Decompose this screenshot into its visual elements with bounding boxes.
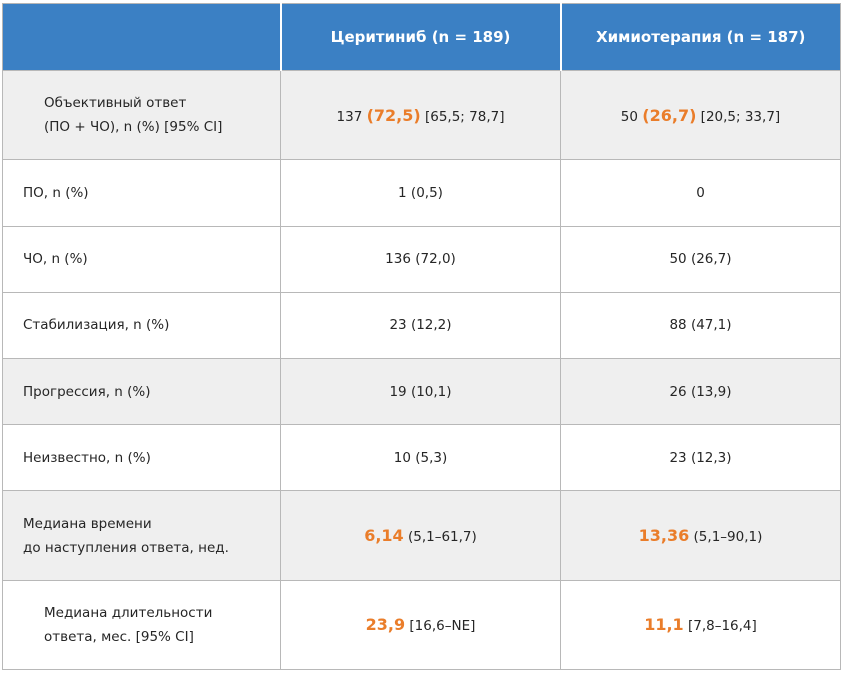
highlight-value: (26,7) xyxy=(642,105,697,125)
highlight-value: (72,5) xyxy=(366,105,421,125)
row-label: ЧО, n (%) xyxy=(2,225,281,293)
ceritinib-value: 10 (5,3) xyxy=(280,424,561,492)
row-complete-response: ПО, n (%) 1 (0,5) 0 xyxy=(2,159,841,227)
chemotherapy-value: 11,1 [7,8–16,4] xyxy=(560,579,841,671)
row-unknown: Неизвестно, n (%) 10 (5,3) 23 (12,3) xyxy=(2,424,841,492)
header-chemotherapy: Химиотерапия (n = 187) xyxy=(559,3,841,71)
header-ceritinib: Церитиниб (n = 189) xyxy=(279,3,562,71)
label-line: (ПО + ЧО), n (%) [95% CI] xyxy=(44,119,223,136)
row-median-duration: Медиана длительности ответа, мес. [95% C… xyxy=(2,579,841,671)
ceritinib-value: 6,14 (5,1–61,7) xyxy=(280,490,561,581)
label-line: до наступления ответа, нед. xyxy=(23,539,229,556)
ceritinib-value: 19 (10,1) xyxy=(280,357,561,426)
row-label: Медиана длительности ответа, мес. [95% C… xyxy=(2,579,281,671)
value-ci: [65,5; 78,7] xyxy=(420,108,505,125)
value-range: [16,6–NE] xyxy=(405,618,476,635)
label-line: Медиана длительности xyxy=(44,604,213,621)
header-empty-cell xyxy=(2,3,282,71)
value-range: [7,8–16,4] xyxy=(683,618,757,635)
chemotherapy-value: 50 (26,7) xyxy=(560,225,841,293)
row-label: ПО, n (%) xyxy=(2,159,281,227)
label-line: Медиана времени xyxy=(23,515,152,532)
chemotherapy-value: 26 (13,9) xyxy=(560,357,841,426)
chemotherapy-value: 88 (47,1) xyxy=(560,291,841,359)
header-row: Церитиниб (n = 189) Химиотерапия (n = 18… xyxy=(2,3,841,71)
highlight-value: 6,14 xyxy=(364,526,404,546)
row-label: Стабилизация, n (%) xyxy=(2,291,281,359)
label-line: Объективный ответ xyxy=(44,95,187,112)
chemotherapy-value: 13,36 (5,1–90,1) xyxy=(560,490,841,581)
results-table: Церитиниб (n = 189) Химиотерапия (n = 18… xyxy=(2,3,841,671)
highlight-value: 23,9 xyxy=(365,615,406,635)
label-line: ответа, мес. [95% CI] xyxy=(44,628,194,645)
row-objective-response: Объективный ответ (ПО + ЧО), n (%) [95% … xyxy=(2,69,841,161)
ceritinib-value: 136 (72,0) xyxy=(280,225,561,293)
ceritinib-value: 23 (12,2) xyxy=(280,291,561,359)
row-stabilization: Стабилизация, n (%) 23 (12,2) 88 (47,1) xyxy=(2,291,841,359)
chemotherapy-value: 0 xyxy=(560,159,841,227)
highlight-value: 13,36 xyxy=(638,526,690,546)
row-partial-response: ЧО, n (%) 136 (72,0) 50 (26,7) xyxy=(2,225,841,293)
ceritinib-value: 137 (72,5) [65,5; 78,7] xyxy=(280,69,561,161)
ceritinib-value: 1 (0,5) xyxy=(280,159,561,227)
value-range: (5,1–61,7) xyxy=(403,529,477,546)
row-label: Неизвестно, n (%) xyxy=(2,424,281,492)
value-range: (5,1–90,1) xyxy=(689,529,763,546)
value-count: 50 xyxy=(620,108,643,125)
chemotherapy-value: 50 (26,7) [20,5; 33,7] xyxy=(560,69,841,161)
row-median-time-to-response: Медиана времени до наступления ответа, н… xyxy=(2,490,841,581)
value-ci: [20,5; 33,7] xyxy=(696,108,781,125)
chemotherapy-value: 23 (12,3) xyxy=(560,424,841,492)
value-count: 137 xyxy=(336,108,367,125)
ceritinib-value: 23,9 [16,6–NE] xyxy=(280,579,561,671)
row-progression: Прогрессия, n (%) 19 (10,1) 26 (13,9) xyxy=(2,357,841,426)
highlight-value: 11,1 xyxy=(644,615,684,635)
row-label: Объективный ответ (ПО + ЧО), n (%) [95% … xyxy=(2,69,281,161)
row-label: Прогрессия, n (%) xyxy=(2,357,281,426)
row-label: Медиана времени до наступления ответа, н… xyxy=(2,490,281,581)
